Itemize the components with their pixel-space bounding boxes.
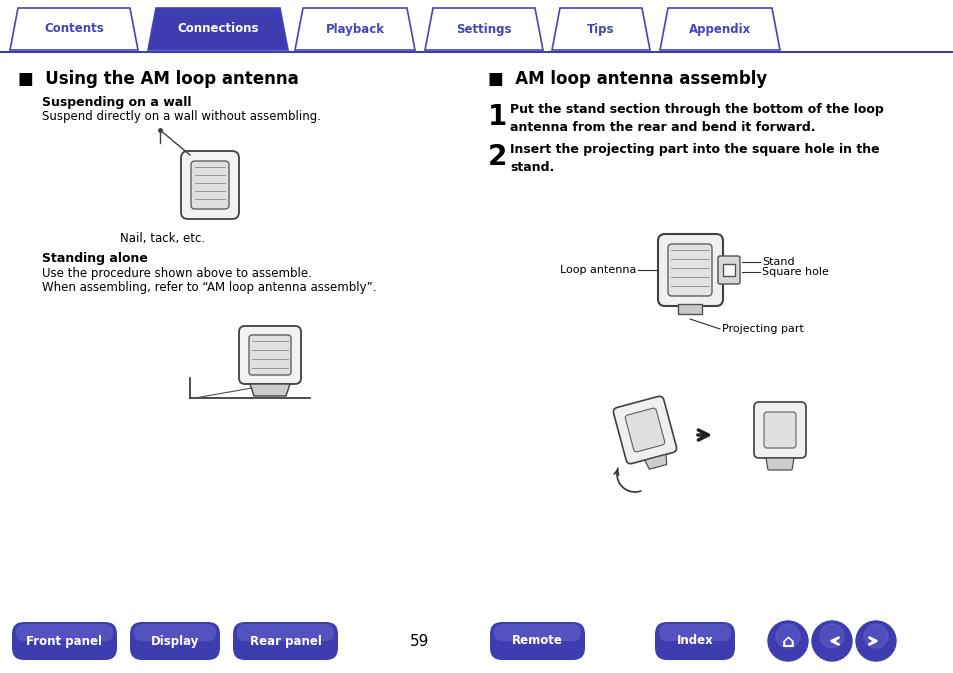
Text: Remote: Remote (512, 635, 562, 647)
Polygon shape (659, 8, 780, 50)
Text: Front panel: Front panel (27, 635, 102, 647)
Text: Display: Display (151, 635, 199, 647)
Circle shape (855, 621, 895, 661)
FancyBboxPatch shape (236, 624, 334, 641)
Text: 2: 2 (488, 143, 507, 171)
Text: Contents: Contents (44, 22, 104, 36)
Text: Loop antenna: Loop antenna (559, 265, 636, 275)
Circle shape (775, 624, 800, 648)
FancyBboxPatch shape (613, 396, 676, 464)
Polygon shape (250, 384, 290, 396)
Polygon shape (552, 8, 649, 50)
FancyBboxPatch shape (133, 624, 215, 641)
FancyBboxPatch shape (494, 624, 580, 641)
Bar (678, 304, 701, 314)
Text: ■  Using the AM loop antenna: ■ Using the AM loop antenna (18, 70, 298, 88)
FancyBboxPatch shape (659, 624, 730, 641)
Polygon shape (148, 8, 288, 50)
Text: Playback: Playback (325, 22, 384, 36)
FancyBboxPatch shape (624, 408, 664, 452)
FancyBboxPatch shape (181, 151, 239, 219)
Text: Appendix: Appendix (688, 22, 750, 36)
Polygon shape (294, 8, 415, 50)
Text: Put the stand section through the bottom of the loop
antenna from the rear and b: Put the stand section through the bottom… (510, 103, 882, 134)
Text: ■  AM loop antenna assembly: ■ AM loop antenna assembly (488, 70, 766, 88)
Bar (722, 264, 734, 276)
FancyBboxPatch shape (191, 161, 229, 209)
Polygon shape (424, 8, 542, 50)
Text: ⌂: ⌂ (781, 633, 794, 651)
Text: Use the procedure shown above to assemble.: Use the procedure shown above to assembl… (42, 267, 312, 280)
Text: Index: Index (676, 635, 713, 647)
Polygon shape (765, 458, 793, 470)
Circle shape (767, 621, 807, 661)
Text: Suspending on a wall: Suspending on a wall (42, 96, 192, 109)
Text: Tips: Tips (587, 22, 614, 36)
Text: Suspend directly on a wall without assembling.: Suspend directly on a wall without assem… (42, 110, 320, 123)
FancyBboxPatch shape (233, 622, 337, 660)
Circle shape (820, 624, 843, 648)
Text: Connections: Connections (177, 22, 258, 36)
Text: When assembling, refer to “AM loop antenna assembly”.: When assembling, refer to “AM loop anten… (42, 281, 376, 294)
FancyBboxPatch shape (490, 622, 584, 660)
Text: Settings: Settings (456, 22, 511, 36)
FancyBboxPatch shape (239, 326, 301, 384)
FancyBboxPatch shape (753, 402, 805, 458)
FancyBboxPatch shape (667, 244, 711, 296)
FancyBboxPatch shape (130, 622, 220, 660)
FancyBboxPatch shape (718, 256, 740, 284)
FancyBboxPatch shape (763, 412, 795, 448)
FancyBboxPatch shape (16, 624, 112, 641)
Text: Stand: Stand (761, 257, 794, 267)
Text: Square hole: Square hole (761, 267, 828, 277)
Text: Standing alone: Standing alone (42, 252, 148, 265)
FancyBboxPatch shape (249, 335, 291, 375)
Text: 59: 59 (410, 633, 429, 649)
Text: Nail, tack, etc.: Nail, tack, etc. (120, 232, 205, 245)
Circle shape (811, 621, 851, 661)
Polygon shape (10, 8, 138, 50)
Text: Rear panel: Rear panel (250, 635, 321, 647)
Text: Insert the projecting part into the square hole in the
stand.: Insert the projecting part into the squa… (510, 143, 879, 174)
FancyBboxPatch shape (12, 622, 117, 660)
Circle shape (863, 624, 887, 648)
Text: Projecting part: Projecting part (721, 324, 803, 334)
FancyBboxPatch shape (655, 622, 734, 660)
FancyBboxPatch shape (658, 234, 722, 306)
Polygon shape (644, 454, 666, 469)
Text: 1: 1 (488, 103, 507, 131)
